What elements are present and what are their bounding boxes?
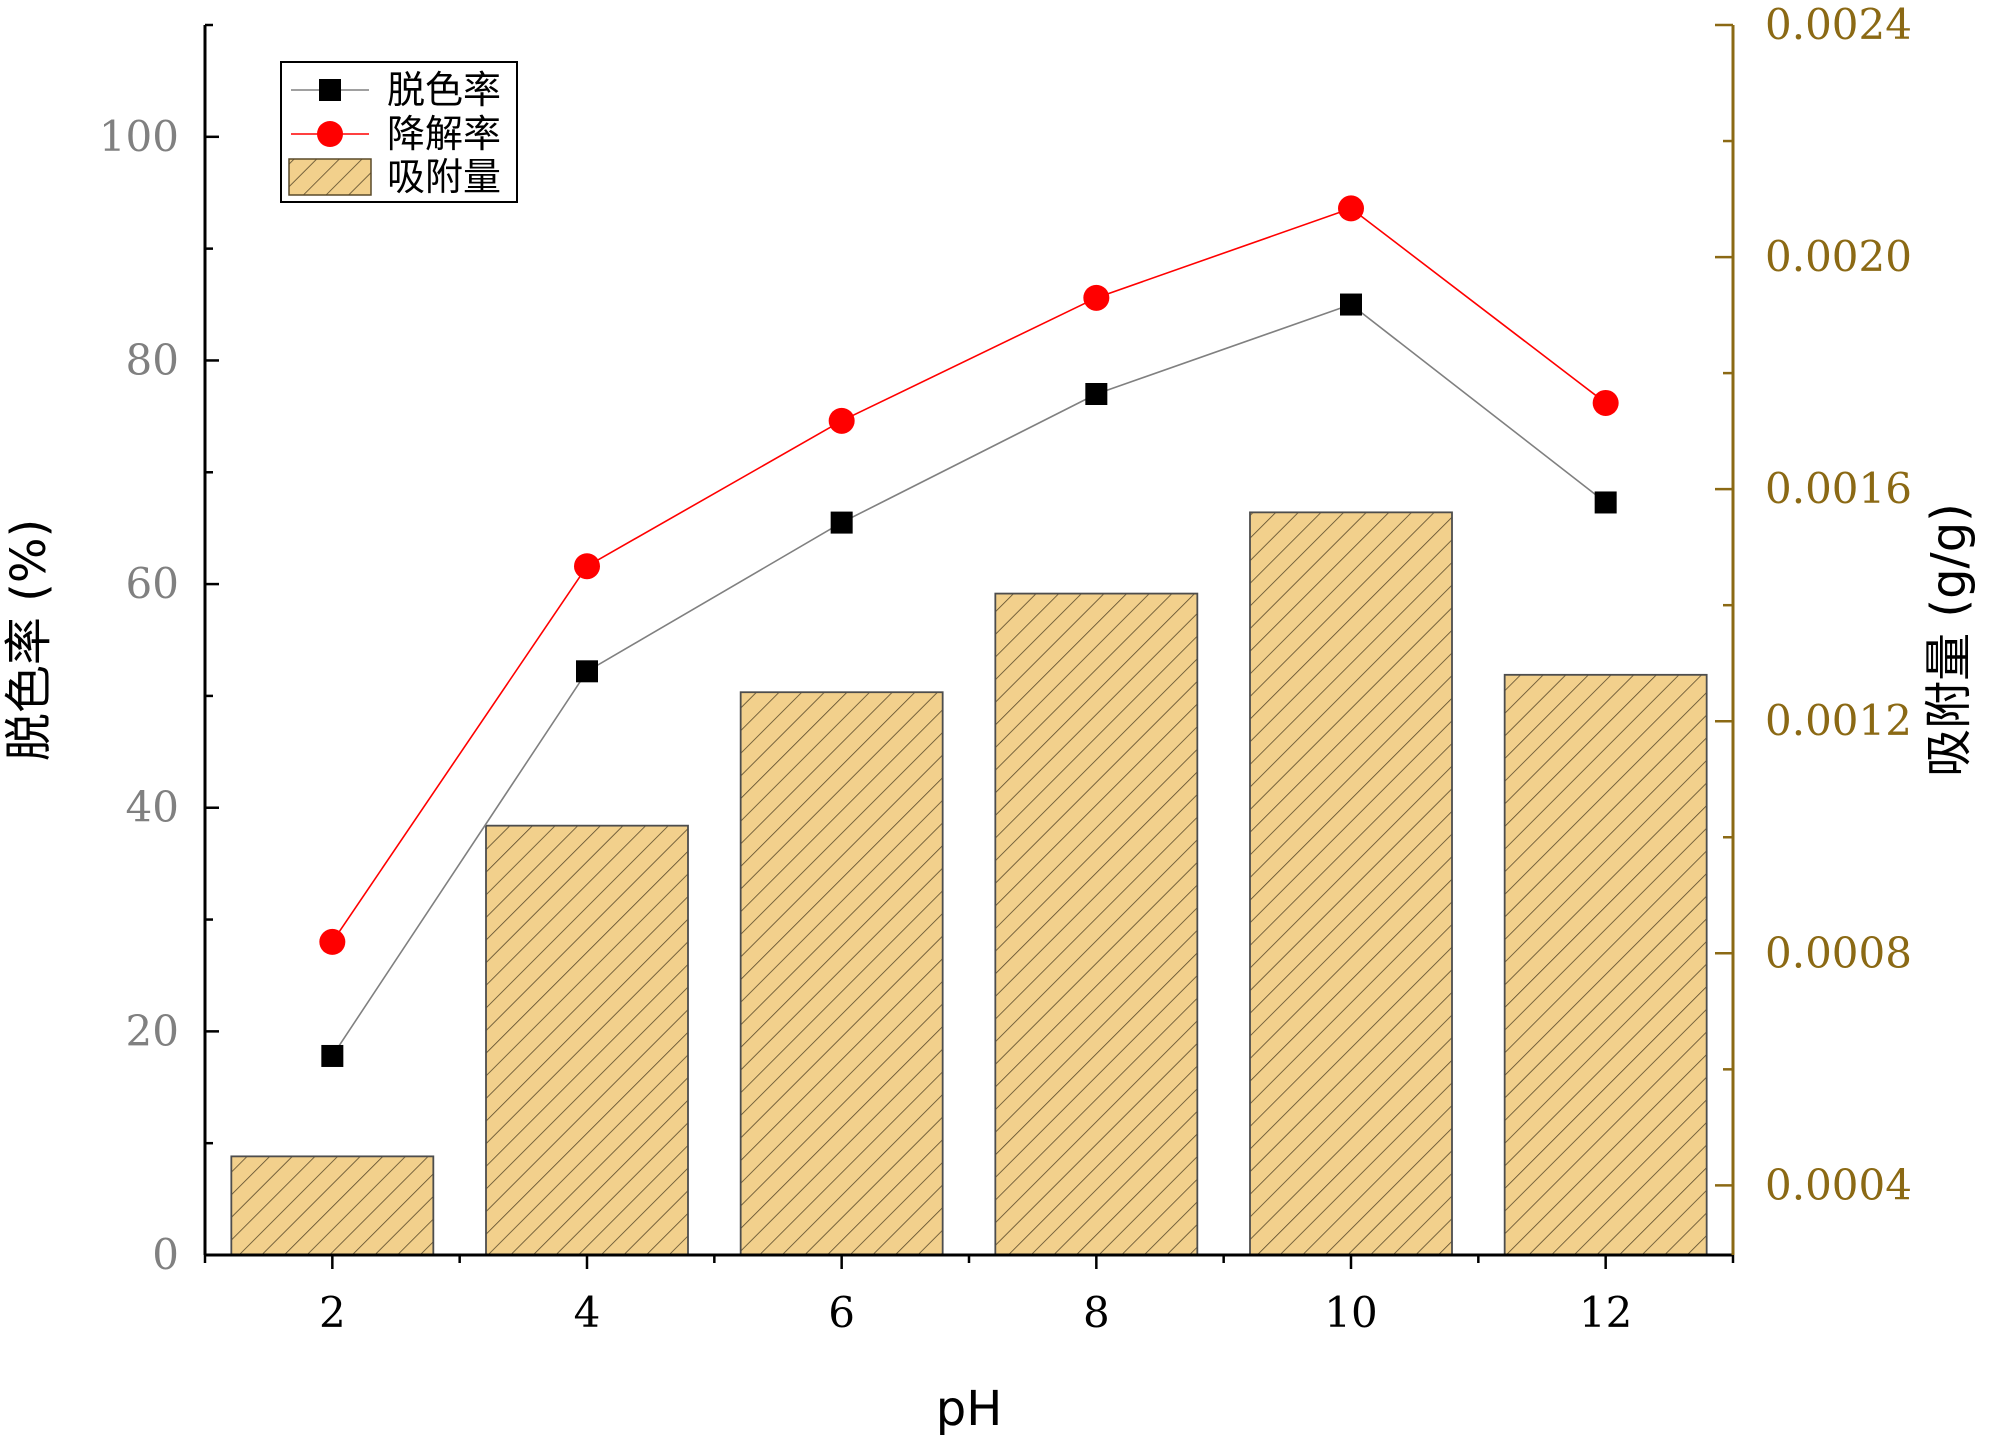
line-decolor	[331, 303, 1607, 1057]
left-tick-label: 60	[126, 559, 179, 608]
x-axis-title: pH	[936, 1381, 1003, 1437]
bottom-tick-label: 10	[1324, 1288, 1377, 1337]
line-degradation	[331, 207, 1607, 943]
point-degradation-ph-12	[1592, 389, 1619, 416]
left-y-axis-title: 脱色率 (%)	[1, 519, 57, 761]
point-decolor-ph-12	[1594, 491, 1617, 514]
right-tick-label: 0.0012	[1765, 696, 1912, 745]
right-tick-label: 0.0024	[1765, 0, 1912, 49]
bar-adsorption-ph-8	[994, 592, 1199, 1256]
legend: 脱色率 降解率 吸附量	[280, 61, 518, 203]
bottom-tick-label: 2	[319, 1288, 346, 1337]
bottom-tick-label: 6	[828, 1288, 855, 1337]
legend-marker-degradation	[317, 121, 343, 147]
right-tick-label: 0.0008	[1765, 928, 1912, 977]
point-degradation-ph-2	[319, 928, 346, 955]
right-axis-ticks: 0.0004 0.0008 0.0012 0.0016 0.0020 0.0024	[1715, 0, 1912, 1209]
bottom-tick-label: 8	[1083, 1288, 1110, 1337]
bar-series-adsorption	[230, 511, 1708, 1256]
point-degradation-ph-4	[574, 553, 600, 580]
left-tick-label: 0	[152, 1230, 179, 1279]
right-tick-label: 0.0004	[1765, 1160, 1912, 1209]
point-degradation-ph-10	[1338, 195, 1364, 222]
point-decolor-ph-6	[830, 511, 853, 534]
bar-adsorption-ph-4	[485, 824, 689, 1256]
point-decolor-ph-4	[576, 660, 598, 683]
point-degradation-ph-6	[828, 407, 855, 434]
line-series-group	[319, 195, 1619, 1067]
bottom-tick-label: 4	[574, 1288, 601, 1337]
bar-adsorption-ph-10	[1249, 511, 1453, 1256]
bar-adsorption-ph-2	[230, 1155, 435, 1256]
bar-adsorption-ph-6	[739, 691, 944, 1256]
right-y-axis-title: 吸附量 (g/g)	[1921, 503, 1977, 777]
right-tick-label: 0.0020	[1765, 232, 1912, 281]
point-decolor-ph-8	[1085, 383, 1108, 405]
point-degradation-ph-8	[1083, 284, 1110, 311]
legend-label-decolor: 脱色率	[387, 68, 501, 112]
bottom-axis-ticks: 2 4 6 8 10 12	[203, 1255, 1735, 1337]
point-decolor-ph-2	[321, 1044, 344, 1067]
left-tick-label: 100	[99, 112, 179, 161]
left-tick-label: 40	[126, 783, 179, 832]
left-tick-label: 80	[126, 335, 179, 384]
bar-adsorption-ph-12	[1503, 673, 1708, 1256]
bottom-tick-label: 12	[1579, 1288, 1632, 1337]
right-tick-label: 0.0016	[1765, 464, 1912, 513]
legend-marker-decolor	[319, 79, 341, 101]
left-tick-label: 20	[126, 1006, 179, 1055]
legend-label-degradation: 降解率	[387, 112, 501, 156]
point-decolor-ph-10	[1340, 293, 1362, 316]
legend-swatch-adsorption	[288, 158, 372, 196]
left-axis-ticks: 0 20 40 60 80 100	[99, 23, 219, 1279]
legend-label-adsorption: 吸附量	[387, 155, 501, 199]
